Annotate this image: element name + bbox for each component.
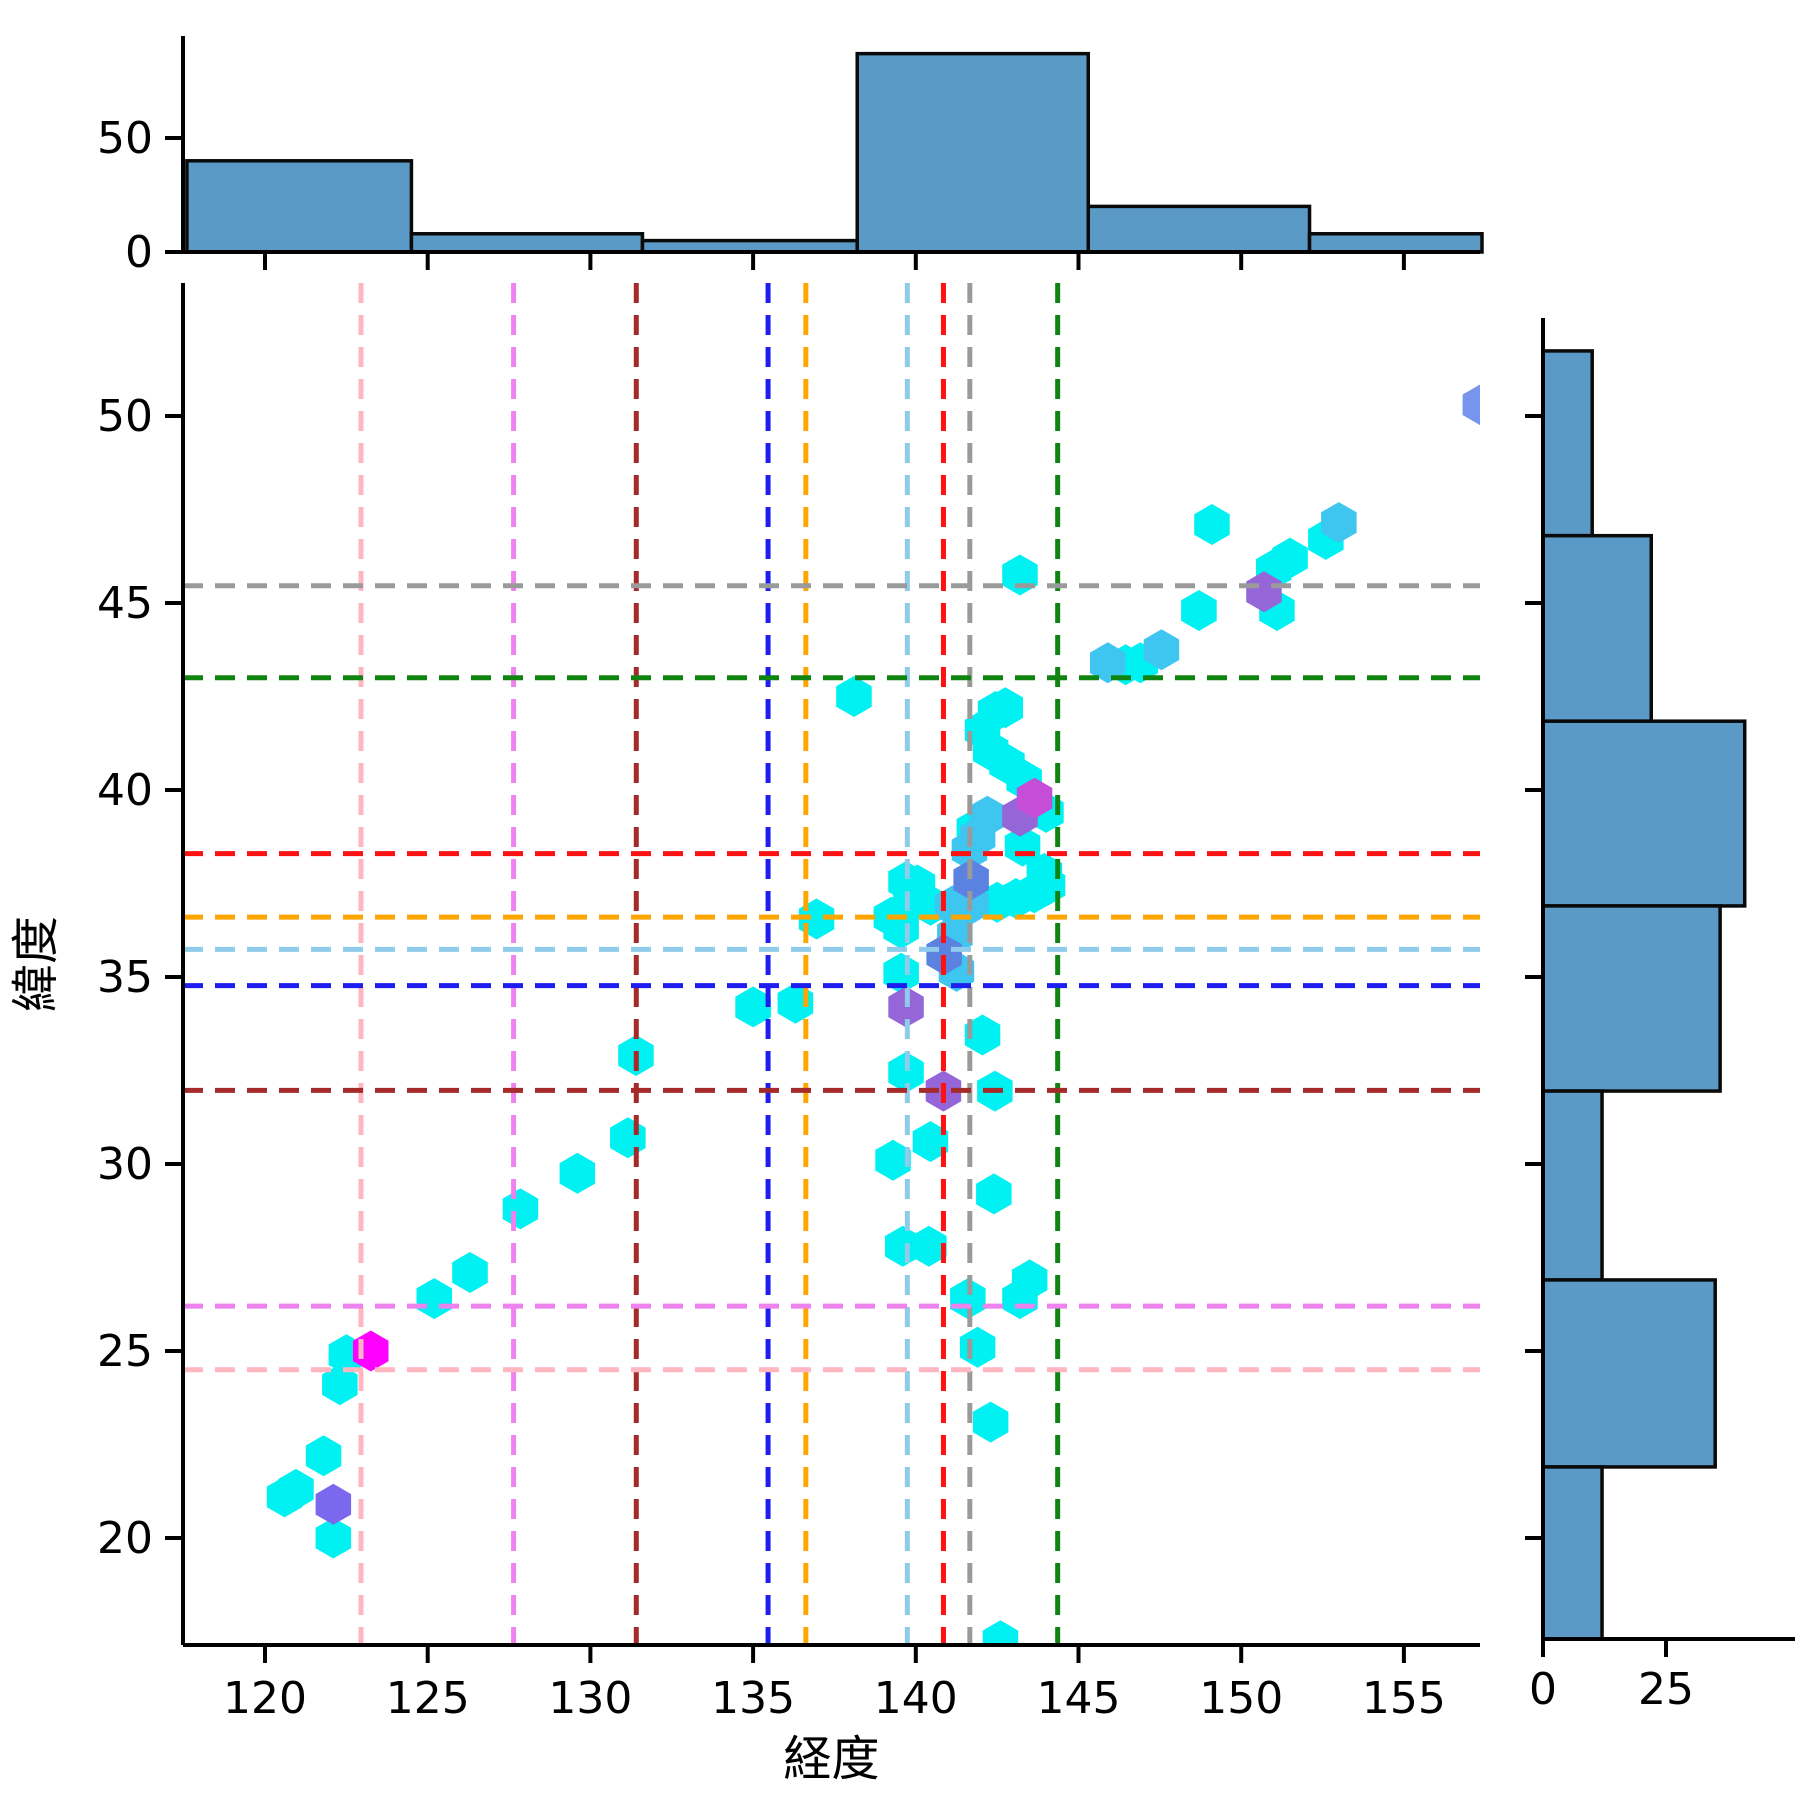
data-point-hexagon xyxy=(559,1152,596,1194)
main-ytick-label: 20 xyxy=(97,1513,153,1564)
data-point-hexagon xyxy=(315,1517,352,1559)
main-plot-area xyxy=(183,283,1480,1645)
top-hist-bar xyxy=(1307,232,1484,254)
main-ytick-label: 25 xyxy=(97,1326,153,1377)
data-point-hexagon xyxy=(953,859,989,901)
top-hist-ytick-label: 0 xyxy=(125,227,153,278)
data-point-hexagon xyxy=(911,1225,947,1267)
main-xtick-label: 155 xyxy=(1362,1673,1446,1724)
data-point-hexagon xyxy=(888,1051,924,1093)
right-hist-bar xyxy=(1541,1089,1604,1282)
data-point-hexagon xyxy=(1026,852,1063,894)
data-point-hexagon xyxy=(982,1620,1019,1645)
data-point-hexagon xyxy=(912,1121,949,1163)
top-hist-bar xyxy=(185,159,414,254)
data-point-hexagon xyxy=(1321,502,1357,544)
data-point-hexagon xyxy=(305,1435,342,1477)
data-point-hexagon xyxy=(1272,537,1308,579)
main-plot: 120 125 130 135 140 145 150 155 20 25 30 35 40 45 50 経度… xyxy=(8,283,1480,1787)
main-xtick-label: 135 xyxy=(711,1673,795,1724)
data-point-hexagon xyxy=(950,1278,986,1320)
top-hist-bar xyxy=(1086,204,1312,254)
right-hist-xtick-label: 25 xyxy=(1638,1664,1694,1715)
data-point-hexagon xyxy=(1462,384,1480,426)
data-point-hexagon xyxy=(964,1014,1001,1056)
x-axis-label: 経度 xyxy=(783,1731,879,1787)
main-ytick-label: 40 xyxy=(97,765,153,816)
data-point-hexagon xyxy=(1016,777,1053,819)
data-point-hexagon xyxy=(1143,629,1180,671)
right-hist-bar xyxy=(1541,349,1594,538)
main-xtick-label: 140 xyxy=(874,1673,958,1724)
right-hist-xtick-label: 0 xyxy=(1529,1664,1557,1715)
data-point-hexagon xyxy=(1194,504,1230,545)
data-point-hexagon xyxy=(836,676,872,717)
main-ytick-label: 45 xyxy=(97,578,153,629)
main-ytick-label: 35 xyxy=(97,952,153,1003)
right-hist-bar xyxy=(1541,1278,1717,1469)
data-point-hexagon xyxy=(278,1468,314,1510)
data-point-hexagon xyxy=(976,1173,1012,1215)
right-histogram: 0 25 xyxy=(1525,318,1795,1715)
main-ytick-label: 30 xyxy=(97,1139,153,1190)
main-ytick-label: 50 xyxy=(97,391,153,442)
main-xtick-label: 120 xyxy=(223,1673,307,1724)
data-point-hexagon xyxy=(1246,571,1282,613)
data-point-hexagon xyxy=(315,1483,352,1525)
top-hist-bar xyxy=(855,51,1091,254)
data-point-hexagon xyxy=(1011,1259,1048,1301)
right-hist-bar xyxy=(1541,1465,1604,1641)
main-xtick-label: 125 xyxy=(386,1673,470,1724)
top-hist-ytick-label: 50 xyxy=(97,113,153,164)
data-point-hexagon xyxy=(1004,825,1041,867)
top-hist-bar xyxy=(409,232,645,254)
right-hist-bar xyxy=(1541,719,1747,908)
right-hist-bar xyxy=(1541,904,1722,1093)
data-point-hexagon xyxy=(972,1401,1009,1443)
right-hist-bar xyxy=(1541,533,1653,723)
main-xtick-label: 130 xyxy=(548,1673,632,1724)
data-point-hexagon xyxy=(322,1364,358,1406)
data-point-hexagon xyxy=(1090,642,1126,684)
main-xtick-label: 145 xyxy=(1037,1673,1121,1724)
main-xtick-label: 150 xyxy=(1199,1673,1283,1724)
data-point-hexagon xyxy=(416,1278,452,1320)
reference-lines xyxy=(183,283,1480,1645)
data-point-hexagon xyxy=(987,687,1023,729)
data-point-hexagon xyxy=(969,795,1006,837)
top-histogram: 0 50 xyxy=(97,36,1484,278)
data-point-hexagon xyxy=(926,934,962,976)
data-point-hexagon xyxy=(735,986,771,1028)
data-point-hexagon xyxy=(452,1252,488,1293)
y-axis-label: 緯度 xyxy=(8,916,64,1012)
data-point-hexagon xyxy=(875,1139,911,1181)
data-point-hexagon xyxy=(1181,590,1217,631)
